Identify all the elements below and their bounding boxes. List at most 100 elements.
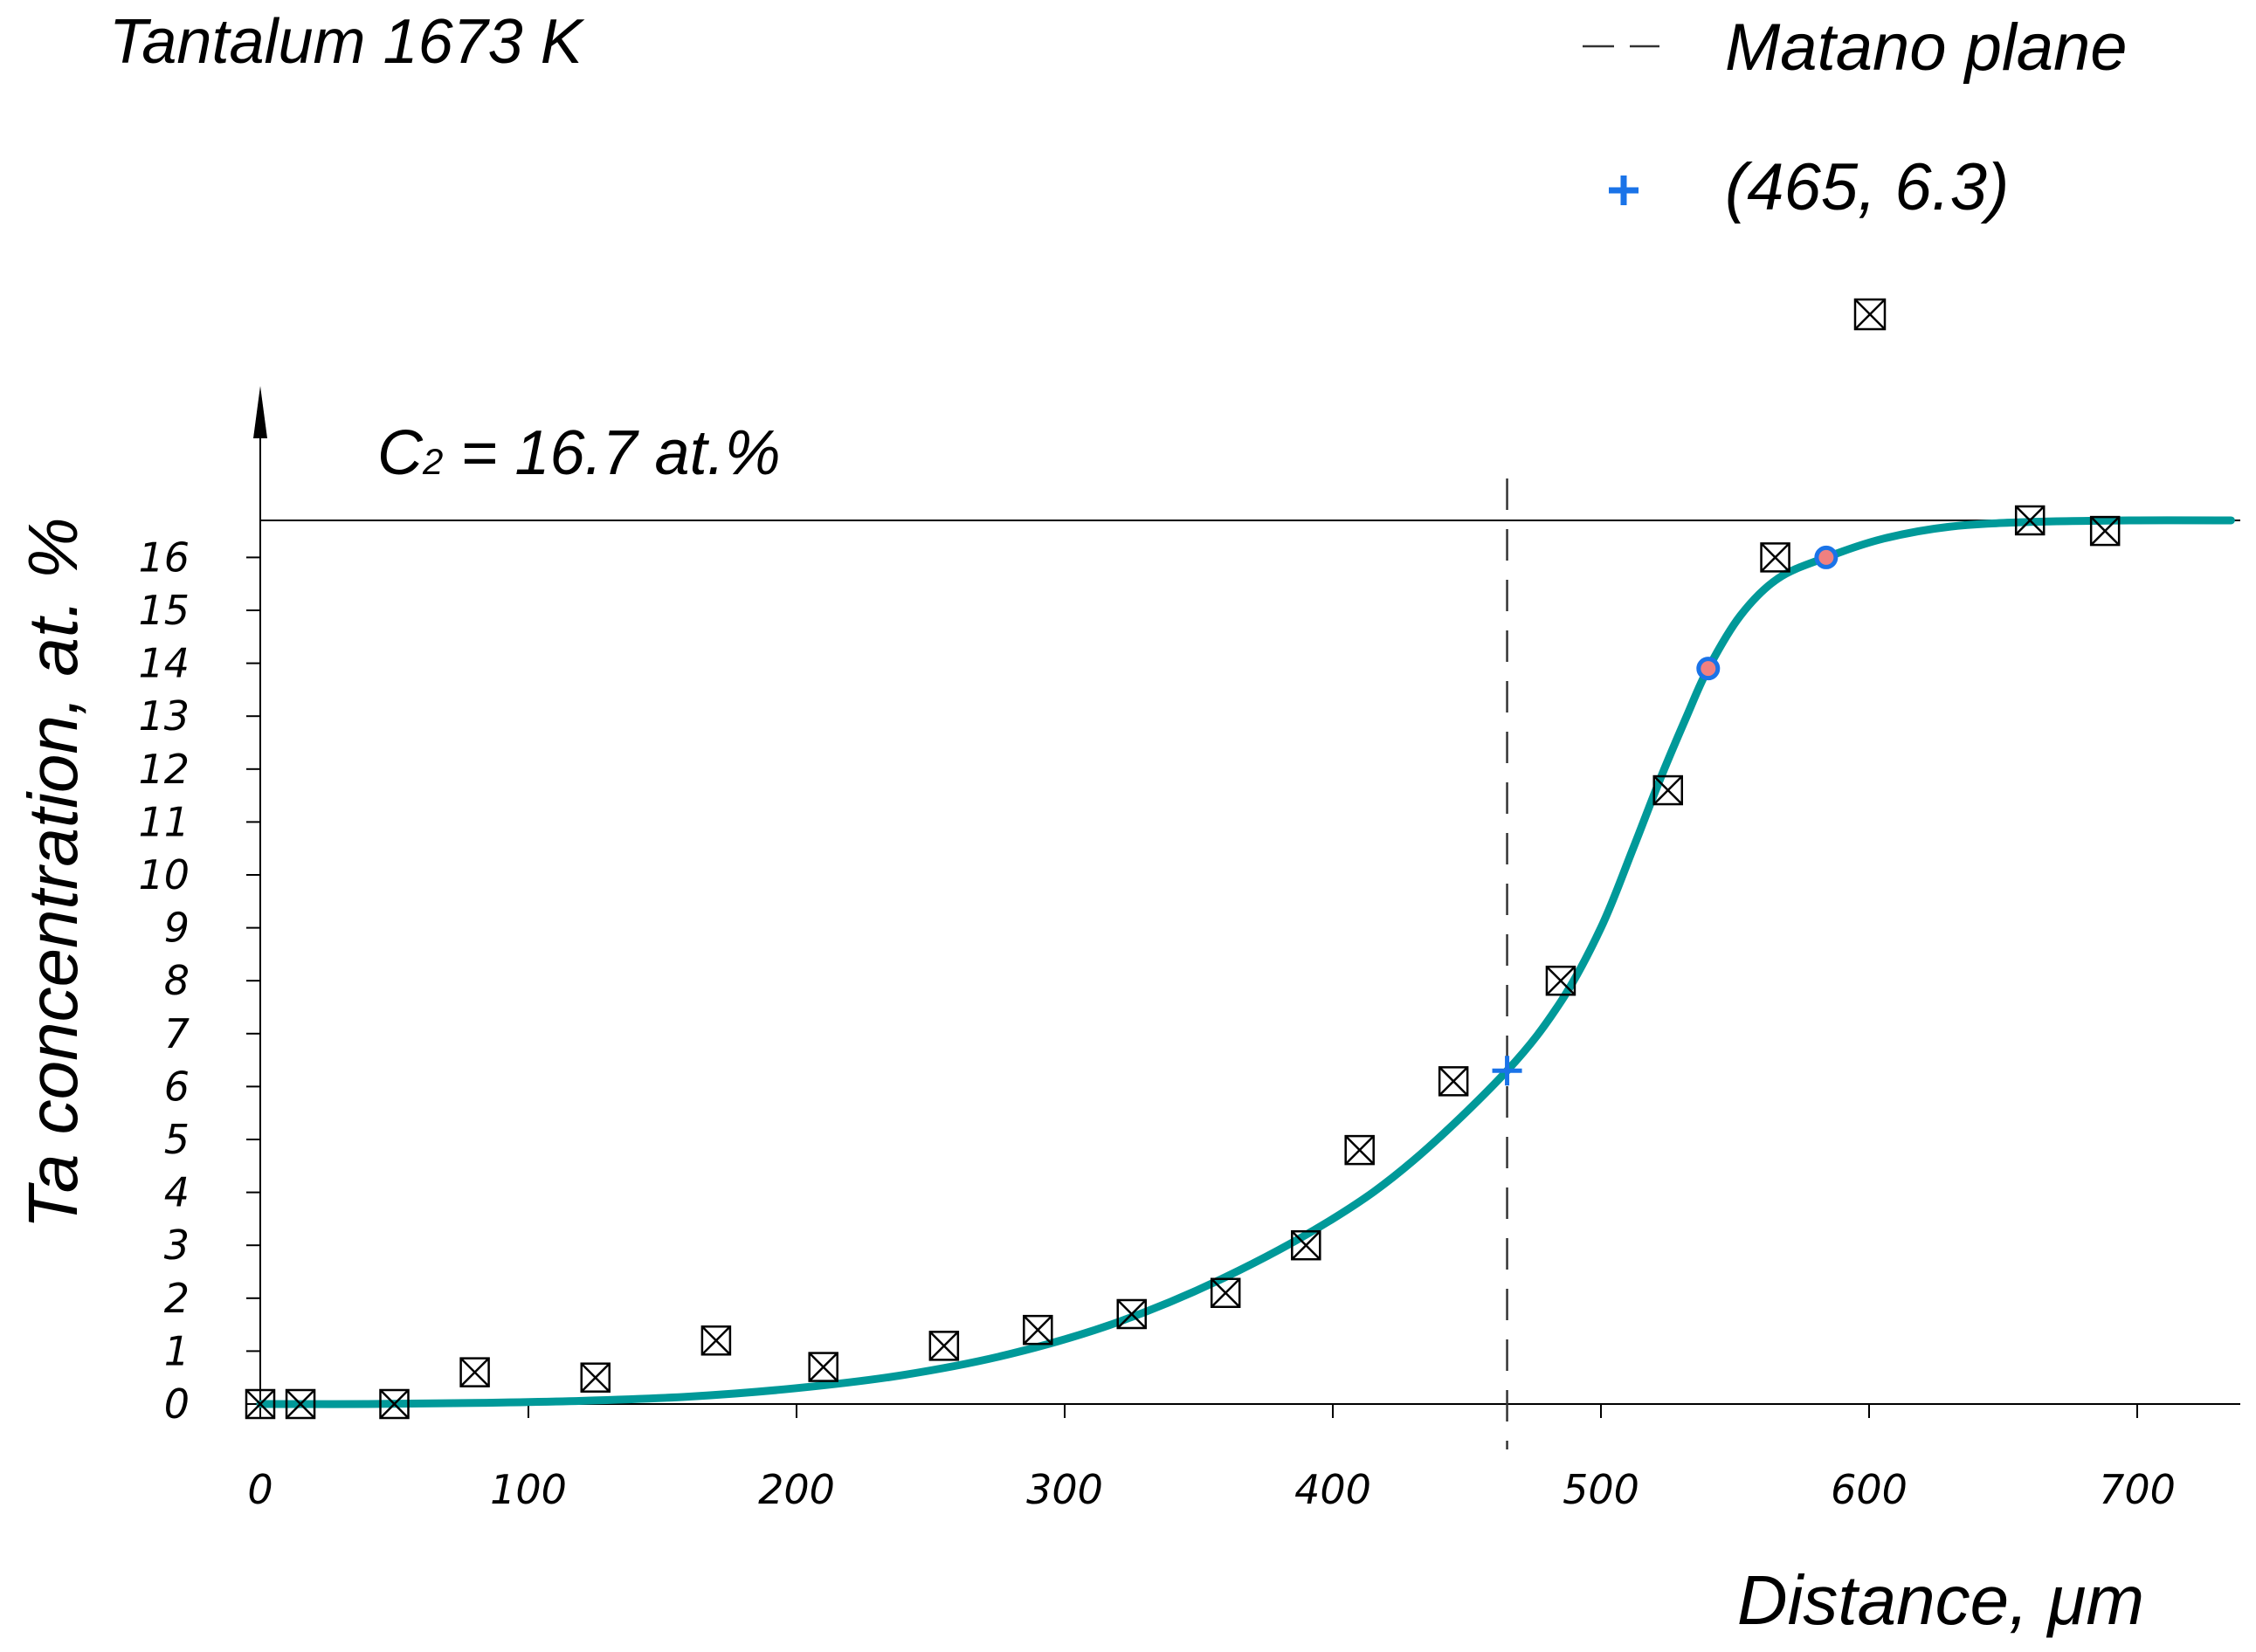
- marker-diagonal: [1438, 1066, 1469, 1097]
- marker-diagonal: [286, 1389, 315, 1419]
- marker-box: [459, 1357, 490, 1387]
- marker-diagonal: [2015, 506, 2046, 535]
- x-tick-label: 500: [1563, 1466, 1639, 1513]
- legend-crossed-square-swatch: [1853, 298, 1887, 331]
- c2-label: C2 = 16.7 at.%: [377, 418, 781, 488]
- marker-box: [2014, 505, 2046, 536]
- marker-diagonal: [1023, 1315, 1053, 1346]
- legend: Matano plane (465, 6.3): [1583, 10, 2128, 331]
- legend-point-label: (465, 6.3): [1725, 150, 2009, 224]
- ticks-group: 0 100 200 300 400 500 600 700012345678910111213…: [138, 533, 2175, 1513]
- c2-prefix: C: [377, 418, 424, 488]
- data-points-group: [245, 505, 2121, 1420]
- marker-diagonal: [701, 1325, 731, 1356]
- y-tick-label: 6: [164, 1063, 190, 1110]
- y-tick-label: 12: [138, 746, 190, 793]
- y-tick-label: 9: [164, 905, 190, 952]
- x-axis-label: Distance, μm: [1737, 1561, 2144, 1639]
- y-tick-label: 13: [138, 692, 190, 740]
- data-point-crossed-square: [580, 1362, 611, 1393]
- c2-subscript: 2: [422, 441, 443, 482]
- data-point-crossed-square: [2014, 505, 2046, 536]
- data-point-crossed-square: [1291, 1229, 1321, 1261]
- marker-box: [928, 1331, 960, 1361]
- data-point-crossed-square: [1545, 965, 1576, 996]
- x-tick-label: 0: [247, 1466, 273, 1513]
- marker-box: [808, 1352, 838, 1382]
- marker-diagonal: [2090, 516, 2121, 546]
- marker-box: [700, 1325, 732, 1356]
- data-point-crossed-square: [1023, 1314, 1053, 1346]
- marker-diagonal: [1652, 775, 1683, 805]
- y-tick-label: 4: [164, 1169, 190, 1216]
- data-point-crossed-square: [1210, 1277, 1241, 1308]
- marker-box: [2089, 515, 2121, 547]
- x-tick-label: 200: [758, 1466, 835, 1513]
- marker-box: [1545, 965, 1576, 996]
- marker-diagonal: [1760, 542, 1790, 573]
- axes-group: [246, 386, 2240, 1449]
- data-point-crossed-square: [2089, 515, 2121, 547]
- marker-box: [580, 1362, 611, 1393]
- y-tick-label: 7: [164, 1010, 190, 1057]
- highlight-point: [1696, 657, 1721, 681]
- y-tick-label: 2: [164, 1275, 190, 1322]
- marker-diagonal: [1211, 1277, 1241, 1308]
- marker-diagonal: [928, 1331, 959, 1361]
- fit-curve-line: [256, 516, 2235, 1408]
- x-tick-label: 600: [1831, 1466, 1908, 1513]
- marker-diagonal: [1546, 966, 1576, 996]
- y-axis-label: Ta concentration, at. %: [14, 517, 92, 1229]
- marker-diagonal: [1291, 1230, 1321, 1261]
- marker-diagonal: [459, 1357, 490, 1387]
- y-tick-label: 15: [138, 587, 190, 634]
- marker-box: [245, 1388, 276, 1420]
- data-point-crossed-square: [1344, 1134, 1375, 1166]
- marker-diagonal: [1116, 1299, 1147, 1329]
- marker-diagonal: [580, 1362, 611, 1393]
- marked-point-plus: [1492, 1056, 1522, 1086]
- legend-point-swatch: [1609, 176, 1639, 205]
- legend-matano-label: Matano plane: [1725, 10, 2128, 85]
- data-point-crossed-square: [1116, 1298, 1147, 1330]
- marker-box: [1344, 1134, 1375, 1166]
- marker-box: [379, 1388, 410, 1420]
- data-point-crossed-square: [379, 1388, 410, 1420]
- data-point-crossed-square: [808, 1352, 838, 1382]
- y-axis-arrowhead: [253, 386, 267, 438]
- data-point-crossed-square: [1760, 542, 1790, 573]
- x-tick-label: 300: [1026, 1466, 1103, 1513]
- y-tick-label: 10: [138, 851, 190, 898]
- x-tick-label: 100: [490, 1466, 567, 1513]
- marker-box: [1652, 774, 1683, 806]
- y-tick-label: 14: [138, 640, 190, 687]
- marker-diagonal: [245, 1389, 275, 1419]
- data-point-crossed-square: [928, 1331, 960, 1361]
- chart-title: Tantalum 1673 K: [109, 7, 585, 77]
- data-point-crossed-square: [459, 1357, 490, 1387]
- marker-box: [1438, 1066, 1469, 1097]
- x-tick-label: 400: [1294, 1466, 1371, 1513]
- x-tick-label: 700: [2099, 1466, 2176, 1513]
- marker-diagonal: [808, 1352, 838, 1382]
- marker-box: [1210, 1277, 1241, 1308]
- marker-box: [1023, 1314, 1053, 1346]
- marker-diagonal: [1344, 1135, 1375, 1166]
- data-point-crossed-square: [700, 1325, 732, 1356]
- data-point-crossed-square: [1652, 774, 1683, 806]
- marker-diagonal: [379, 1389, 410, 1419]
- y-tick-label: 5: [164, 1116, 190, 1163]
- data-point-crossed-square: [245, 1388, 276, 1420]
- y-tick-label: 0: [164, 1380, 190, 1428]
- marker-box: [1760, 542, 1790, 573]
- data-point-crossed-square: [285, 1388, 316, 1420]
- c2-value-text: = 16.7 at.%: [443, 418, 780, 488]
- y-tick-label: 1: [164, 1327, 190, 1374]
- marker-box: [285, 1388, 316, 1420]
- y-tick-label: 16: [138, 533, 190, 581]
- y-tick-label: 8: [164, 957, 190, 1004]
- y-tick-label: 3: [164, 1222, 190, 1269]
- marker-box: [1116, 1298, 1147, 1330]
